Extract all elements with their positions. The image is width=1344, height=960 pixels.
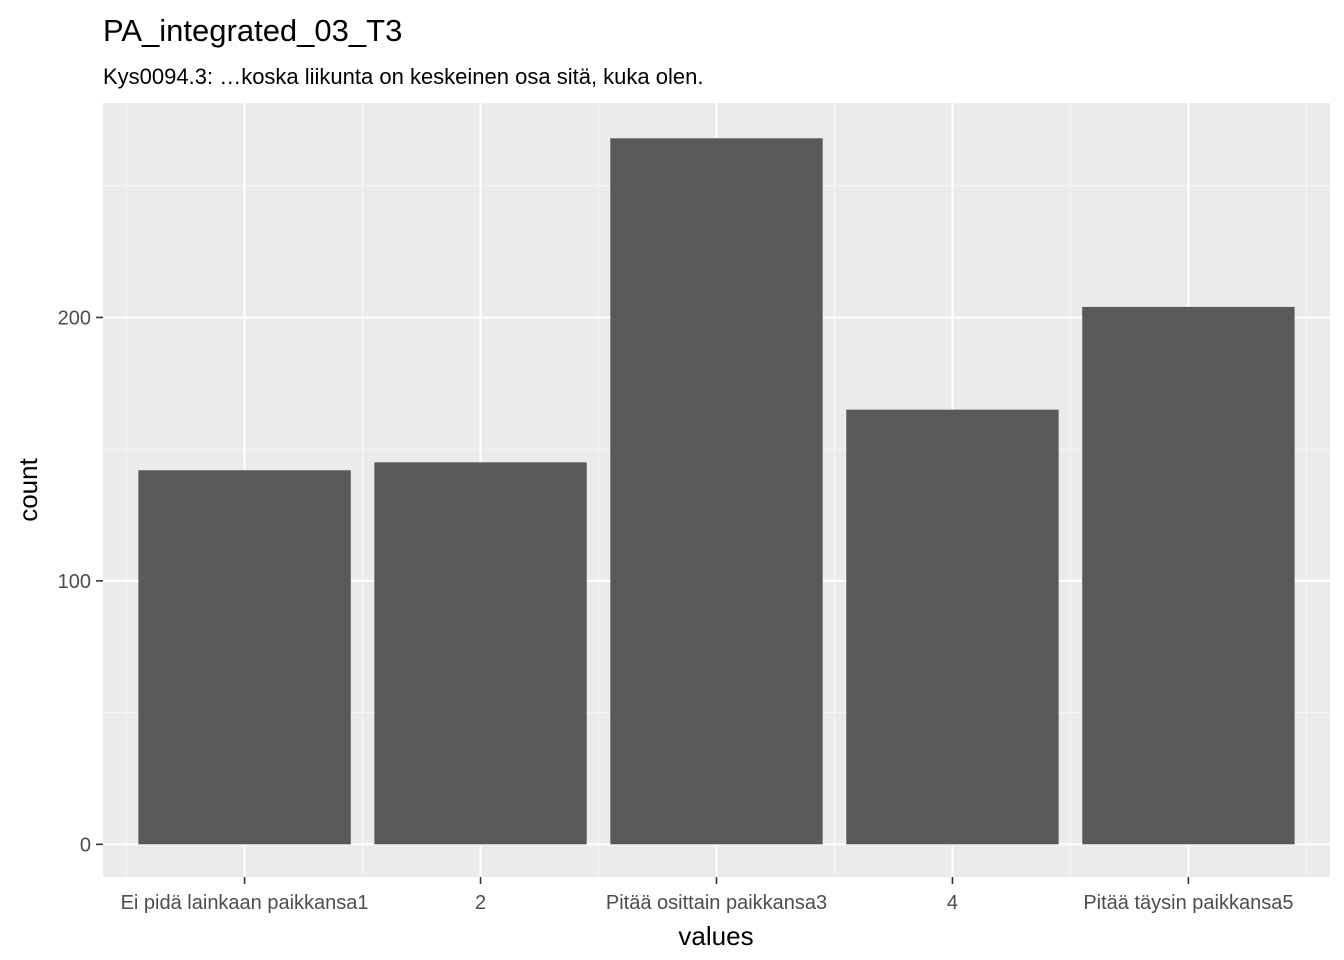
y-tick-label: 0 [80,834,91,856]
bars [138,138,1295,845]
x-tick-label: 2 [475,892,486,914]
y-tick-label: 200 [58,307,91,329]
bar-3 [610,138,823,845]
x-tick-label: 4 [947,892,958,914]
x-tick-label: Pitää osittain paikkansa3 [606,892,827,914]
bar-2 [374,462,587,845]
y-axis-title: count [13,457,43,521]
x-axis-title: values [678,921,753,951]
chart-subtitle: Kys0094.3: …koska liikunta on keskeinen … [103,64,703,89]
chart-title: PA_integrated_03_T3 [103,13,402,48]
x-tick-label: Ei pidä lainkaan paikkansa1 [121,892,369,914]
bar-1 [138,470,351,845]
y-tick-label: 100 [58,571,91,593]
x-axis: Ei pidä lainkaan paikkansa1 2 Pitää ositta… [121,877,1293,914]
y-axis: 0 100 200 [58,307,103,856]
x-tick-label: Pitää täysin paikkansa5 [1083,892,1293,914]
bar-4 [846,409,1059,845]
bar-5 [1082,306,1295,845]
